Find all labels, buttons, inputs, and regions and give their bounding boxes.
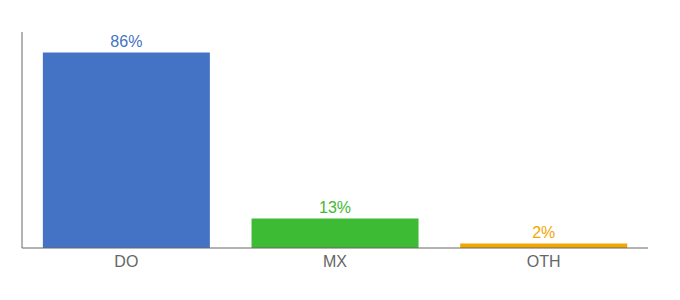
svg-text:13%: 13% bbox=[319, 199, 351, 216]
svg-text:OTH: OTH bbox=[527, 253, 561, 270]
svg-text:MX: MX bbox=[323, 253, 347, 270]
svg-text:86%: 86% bbox=[110, 33, 142, 50]
svg-text:2%: 2% bbox=[532, 224, 555, 241]
svg-text:DO: DO bbox=[114, 253, 138, 270]
